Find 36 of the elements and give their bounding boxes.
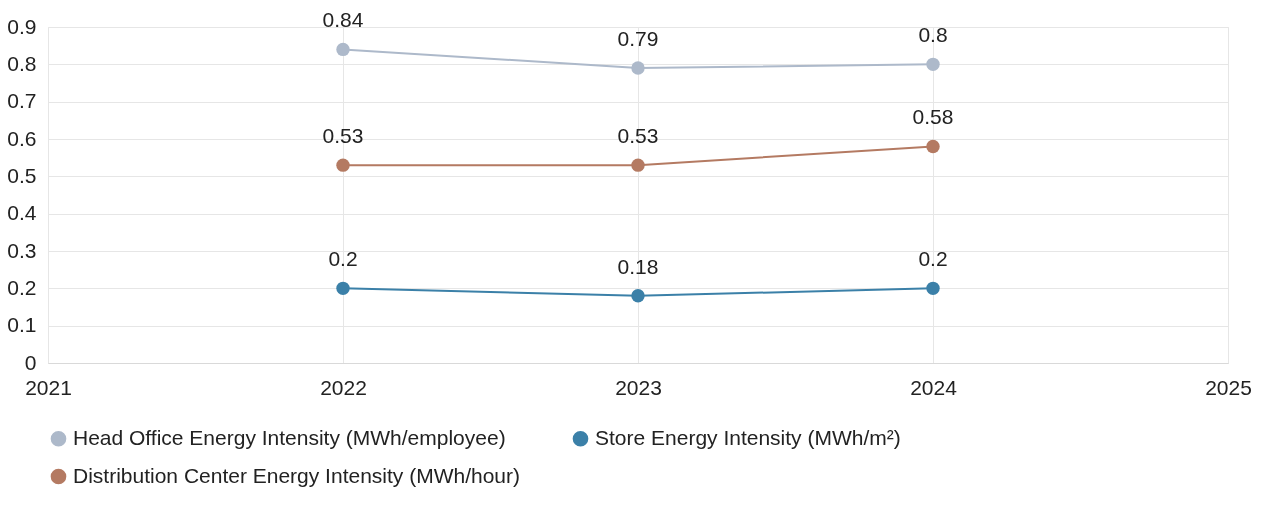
legend-label: Store Energy Intensity (MWh/m²) (595, 425, 901, 449)
data-label: 0.58 (912, 105, 954, 129)
y-tick-label: 0.5 (7, 163, 37, 187)
point (631, 158, 645, 172)
data-label: 0.2 (328, 247, 358, 271)
y-tick-label: 0.2 (7, 275, 37, 299)
y-tick-label: 0.8 (7, 51, 37, 75)
point (631, 289, 645, 303)
y-tick-label: 0.3 (7, 238, 37, 262)
data-label: 0.79 (617, 27, 659, 51)
data-label: 0.84 (322, 8, 364, 32)
x-tick-label: 2021 (25, 375, 72, 399)
legend-label: Head Office Energy Intensity (MWh/employee) (73, 425, 506, 449)
point (336, 281, 350, 296)
y-tick-label: 0.6 (7, 126, 37, 150)
y-tick-label: 0.7 (7, 89, 37, 113)
x-tick-label: 2023 (615, 375, 662, 399)
point (336, 42, 350, 57)
x-tick-label: 2022 (320, 375, 367, 399)
point (926, 57, 940, 72)
x-tick-label: 2025 (1205, 375, 1252, 399)
data-label: 0.53 (322, 124, 364, 148)
data-label: 0.53 (617, 124, 659, 148)
y-tick-label: 0.9 (7, 14, 37, 38)
point (926, 139, 940, 154)
point (926, 281, 940, 296)
y-tick-label: 0 (24, 350, 37, 374)
point (631, 61, 645, 75)
y-tick-label: 0.1 (7, 313, 37, 337)
data-label: 0.8 (918, 23, 948, 47)
point (336, 158, 350, 172)
x-tick-label: 2024 (910, 375, 958, 399)
y-tick-label: 0.4 (7, 201, 37, 225)
legend-label: Distribution Center Energy Intensity (MWh/hour) (73, 463, 520, 487)
data-label: 0.18 (617, 254, 659, 278)
data-label: 0.2 (918, 247, 948, 271)
